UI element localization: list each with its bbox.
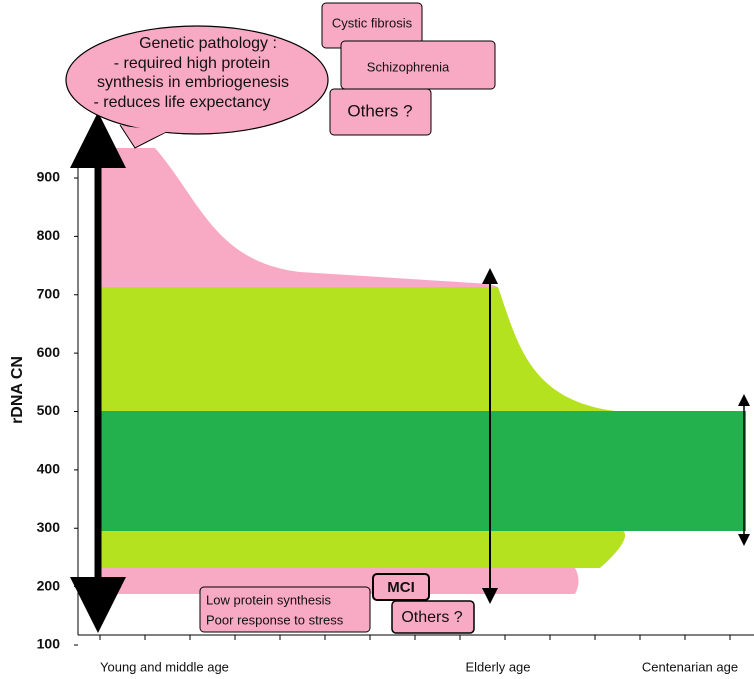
callout-bubble — [65, 25, 329, 135]
box — [329, 88, 432, 136]
callout-tail-fill — [122, 126, 168, 146]
dark-green-area — [98, 411, 746, 531]
x-label: Young and middle age — [100, 659, 229, 674]
box — [372, 573, 430, 601]
box-text: Others ? — [401, 609, 462, 626]
y-tick-label: 100 — [37, 636, 61, 652]
box — [199, 586, 371, 633]
callout-text: - reduces life expectancy — [94, 94, 271, 111]
callout-text: Genetic pathology : — [139, 35, 277, 52]
y-tick-label: 500 — [37, 402, 61, 418]
box-text: Low protein synthesis — [206, 592, 332, 607]
box-text: Poor response to stress — [206, 612, 344, 627]
y-tick-label: 400 — [37, 461, 61, 477]
y-axis-label: rDNA CN — [9, 356, 26, 424]
y-tick-label: 900 — [37, 169, 61, 185]
callout-text: - required high protein — [114, 55, 271, 72]
y-tick-label: 300 — [37, 519, 61, 535]
box-text: Cystic fibrosis — [332, 15, 413, 30]
x-label: Centenarian age — [642, 659, 738, 674]
box-text: MCI — [387, 579, 415, 596]
box-text: Schizophrenia — [367, 59, 450, 74]
pink-top-area — [98, 148, 498, 287]
box — [391, 600, 475, 634]
box-text: Others ? — [347, 101, 412, 120]
y-tick-label: 200 — [37, 577, 61, 593]
y-axis: 900 800 700 600 500 400 300 200 100 — [37, 160, 754, 652]
y-tick-label: 600 — [37, 344, 61, 360]
callout-text: synthesis in embriogenesis — [97, 74, 289, 91]
x-label: Elderly age — [465, 659, 530, 674]
y-tick-label: 800 — [37, 227, 61, 243]
y-tick-label: 700 — [37, 285, 61, 301]
